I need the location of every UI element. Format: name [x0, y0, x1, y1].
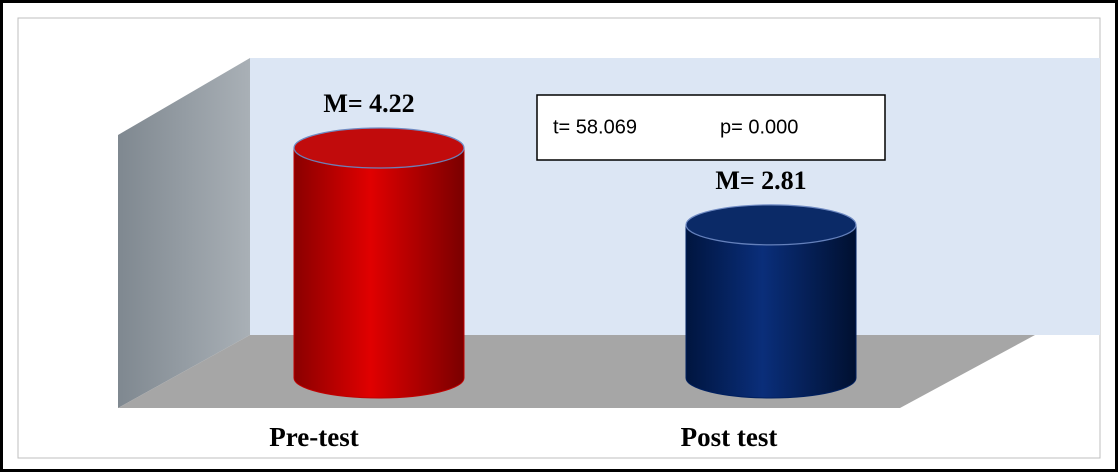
cylinder: [685, 224, 857, 399]
side-wall: [118, 58, 250, 408]
plot: M= 4.22 Pre-test M= 2.81 Post test: [269, 89, 857, 452]
annotation-frame: [536, 94, 886, 161]
cylinder-top: [293, 127, 465, 169]
x-tick-label: Pre-test: [269, 422, 358, 452]
floor: [118, 335, 1035, 408]
annotation-box: t= 58.069 p= 0.000: [536, 94, 886, 161]
x-tick-label: Post test: [681, 422, 778, 452]
value-label: M= 4.22: [323, 89, 414, 118]
annotation: t= 58.069: [553, 116, 637, 138]
cylinder-top: [685, 204, 857, 246]
annotation: p= 0.000: [720, 116, 798, 138]
cylinder: [293, 147, 465, 399]
value-label: M= 2.81: [715, 166, 806, 195]
